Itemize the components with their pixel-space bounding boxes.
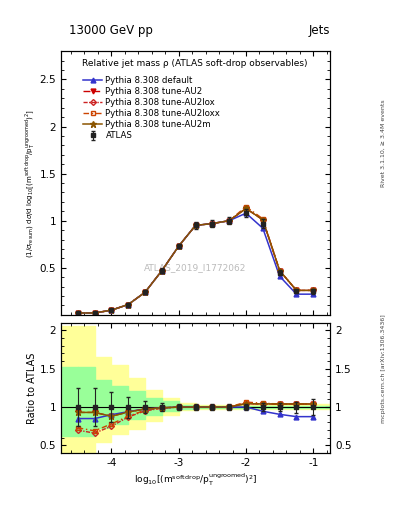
X-axis label: log$_{10}$[(m$^{\rm soft\,drop}$/p$_{\rm T}^{\rm ungroomed}$)$^2$]: log$_{10}$[(m$^{\rm soft\,drop}$/p$_{\rm… <box>134 472 257 488</box>
Pythia 8.308 tune-AU2m <box>227 218 231 224</box>
Pythia 8.308 tune-AU2m <box>294 287 299 293</box>
Pythia 8.308 tune-AU2 <box>261 217 265 223</box>
Pythia 8.308 tune-AU2loxx <box>126 302 130 308</box>
Pythia 8.308 tune-AU2loxx <box>143 289 147 295</box>
Text: Relative jet mass ρ (ATLAS soft-drop observables): Relative jet mass ρ (ATLAS soft-drop obs… <box>83 59 308 68</box>
Pythia 8.308 default <box>126 302 130 308</box>
Pythia 8.308 tune-AU2loxx <box>277 268 282 274</box>
Y-axis label: Ratio to ATLAS: Ratio to ATLAS <box>27 352 37 423</box>
Pythia 8.308 tune-AU2loxx <box>193 222 198 228</box>
Pythia 8.308 tune-AU2loxx <box>311 287 316 293</box>
Pythia 8.308 default <box>176 243 181 249</box>
Pythia 8.308 tune-AU2loxx <box>244 203 248 209</box>
Pythia 8.308 tune-AU2 <box>311 287 316 293</box>
Pythia 8.308 tune-AU2m <box>210 221 215 227</box>
Pythia 8.308 tune-AU2m <box>126 302 130 308</box>
Pythia 8.308 tune-AU2lox <box>109 307 114 313</box>
Pythia 8.308 tune-AU2 <box>244 205 248 211</box>
Pythia 8.308 default <box>109 307 114 313</box>
Pythia 8.308 tune-AU2m <box>160 268 164 274</box>
Pythia 8.308 tune-AU2loxx <box>261 216 265 222</box>
Pythia 8.308 tune-AU2loxx <box>294 287 299 293</box>
Legend: Pythia 8.308 default, Pythia 8.308 tune-AU2, Pythia 8.308 tune-AU2lox, Pythia 8.: Pythia 8.308 default, Pythia 8.308 tune-… <box>81 74 222 142</box>
Pythia 8.308 tune-AU2lox <box>294 287 299 293</box>
Pythia 8.308 tune-AU2lox <box>176 243 181 249</box>
Pythia 8.308 tune-AU2loxx <box>210 221 215 227</box>
Pythia 8.308 tune-AU2lox <box>261 217 265 223</box>
Pythia 8.308 default <box>294 291 299 297</box>
Pythia 8.308 default <box>227 218 231 224</box>
Pythia 8.308 default <box>143 289 147 295</box>
Pythia 8.308 tune-AU2 <box>227 218 231 224</box>
Pythia 8.308 tune-AU2loxx <box>75 310 80 316</box>
Line: Pythia 8.308 default: Pythia 8.308 default <box>75 211 316 315</box>
Pythia 8.308 tune-AU2lox <box>92 310 97 316</box>
Pythia 8.308 tune-AU2m <box>277 268 282 274</box>
Pythia 8.308 tune-AU2m <box>109 307 114 313</box>
Text: Rivet 3.1.10, ≥ 3.4M events: Rivet 3.1.10, ≥ 3.4M events <box>381 99 386 187</box>
Pythia 8.308 tune-AU2loxx <box>92 310 97 316</box>
Pythia 8.308 tune-AU2 <box>126 302 130 308</box>
Pythia 8.308 default <box>160 268 164 274</box>
Pythia 8.308 tune-AU2 <box>160 268 164 274</box>
Y-axis label: $(1/\sigma_{\rm resum})$ d$\sigma$/d log$_{10}$[(m$^{\rm soft\,drop}$/p$_{\rm T}: $(1/\sigma_{\rm resum})$ d$\sigma$/d log… <box>23 109 37 258</box>
Pythia 8.308 tune-AU2lox <box>277 268 282 274</box>
Pythia 8.308 tune-AU2m <box>244 205 248 211</box>
Pythia 8.308 tune-AU2loxx <box>176 243 181 249</box>
Pythia 8.308 tune-AU2m <box>261 217 265 223</box>
Pythia 8.308 tune-AU2m <box>92 310 97 316</box>
Pythia 8.308 tune-AU2loxx <box>227 218 231 224</box>
Pythia 8.308 tune-AU2lox <box>75 310 80 316</box>
Pythia 8.308 tune-AU2m <box>311 287 316 293</box>
Pythia 8.308 tune-AU2 <box>210 221 215 227</box>
Pythia 8.308 tune-AU2m <box>176 243 181 249</box>
Pythia 8.308 tune-AU2m <box>143 289 147 295</box>
Pythia 8.308 tune-AU2lox <box>244 205 248 211</box>
Line: Pythia 8.308 tune-AU2lox: Pythia 8.308 tune-AU2lox <box>76 206 315 315</box>
Pythia 8.308 tune-AU2loxx <box>160 268 164 274</box>
Line: Pythia 8.308 tune-AU2m: Pythia 8.308 tune-AU2m <box>74 205 317 316</box>
Pythia 8.308 tune-AU2 <box>143 289 147 295</box>
Pythia 8.308 tune-AU2 <box>277 268 282 274</box>
Pythia 8.308 tune-AU2lox <box>143 289 147 295</box>
Pythia 8.308 tune-AU2 <box>294 287 299 293</box>
Pythia 8.308 tune-AU2lox <box>210 221 215 227</box>
Pythia 8.308 default <box>277 273 282 280</box>
Pythia 8.308 tune-AU2lox <box>311 287 316 293</box>
Pythia 8.308 tune-AU2loxx <box>109 307 114 313</box>
Text: 13000 GeV pp: 13000 GeV pp <box>69 24 152 37</box>
Pythia 8.308 tune-AU2 <box>75 310 80 316</box>
Pythia 8.308 default <box>261 225 265 231</box>
Text: Jets: Jets <box>309 24 330 37</box>
Pythia 8.308 default <box>75 310 80 316</box>
Pythia 8.308 default <box>210 221 215 227</box>
Line: Pythia 8.308 tune-AU2: Pythia 8.308 tune-AU2 <box>75 206 316 315</box>
Pythia 8.308 tune-AU2 <box>109 307 114 313</box>
Pythia 8.308 default <box>92 310 97 316</box>
Pythia 8.308 tune-AU2lox <box>126 302 130 308</box>
Pythia 8.308 tune-AU2lox <box>193 222 198 228</box>
Text: mcplots.cern.ch [arXiv:1306.3436]: mcplots.cern.ch [arXiv:1306.3436] <box>381 314 386 423</box>
Pythia 8.308 tune-AU2 <box>176 243 181 249</box>
Pythia 8.308 default <box>244 210 248 216</box>
Text: ATLAS_2019_I1772062: ATLAS_2019_I1772062 <box>144 263 247 272</box>
Pythia 8.308 default <box>193 222 198 228</box>
Pythia 8.308 tune-AU2lox <box>160 268 164 274</box>
Pythia 8.308 tune-AU2 <box>92 310 97 316</box>
Pythia 8.308 tune-AU2 <box>193 222 198 228</box>
Line: Pythia 8.308 tune-AU2loxx: Pythia 8.308 tune-AU2loxx <box>75 204 316 315</box>
Pythia 8.308 tune-AU2lox <box>227 218 231 224</box>
Pythia 8.308 default <box>311 291 316 297</box>
Pythia 8.308 tune-AU2m <box>193 222 198 228</box>
Pythia 8.308 tune-AU2m <box>75 310 80 316</box>
